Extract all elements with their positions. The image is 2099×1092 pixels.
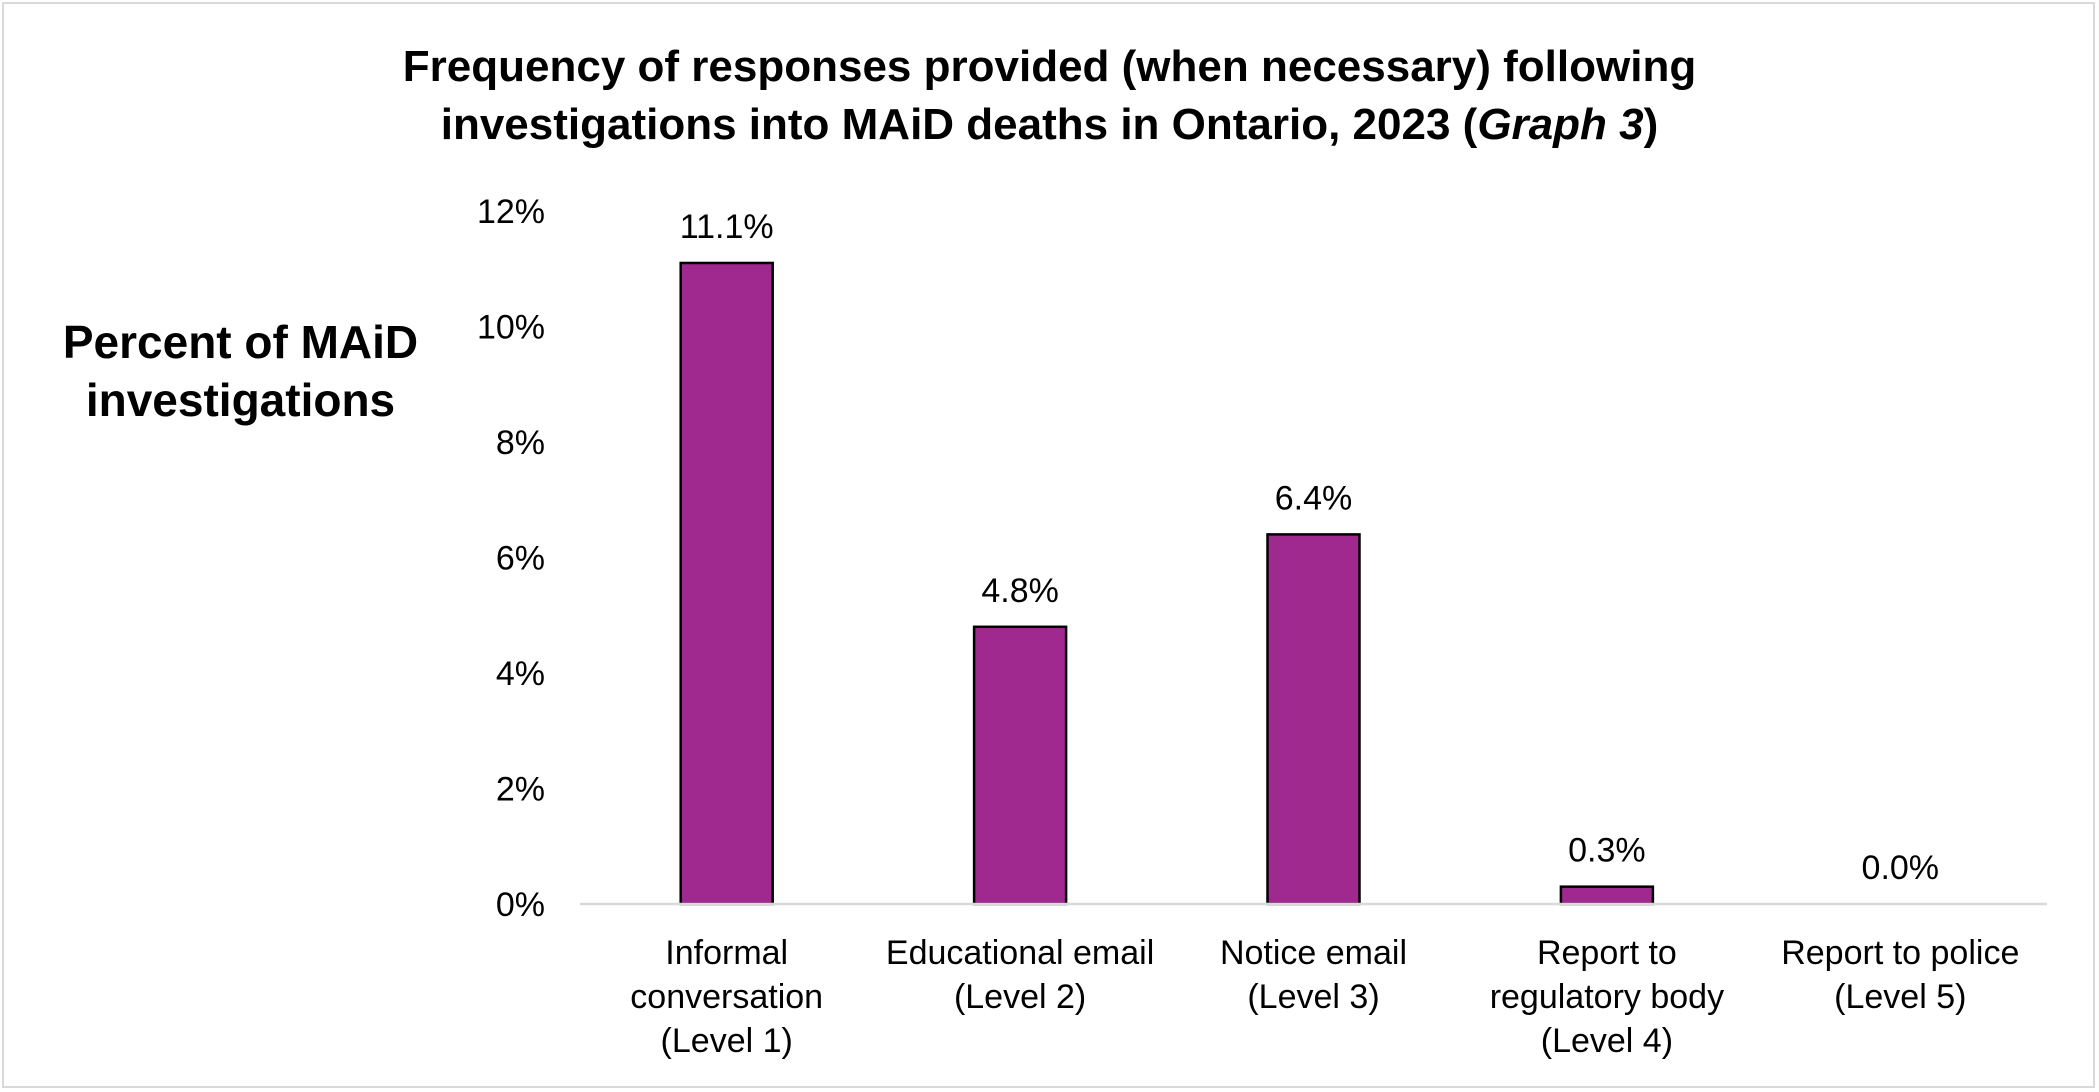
y-tick-label: 4% [496,655,545,693]
chart-title-line-1: Frequency of responses provided (when ne… [402,42,1697,91]
category-label: Report to regulatory body (Level 4) [1490,934,1724,1060]
data-label: 0.0% [1862,849,1940,887]
y-tick-label: 10% [477,309,545,347]
category-label: Notice email (Level 3) [1220,934,1407,1016]
y-tick-label: 8% [496,424,545,462]
bar [1559,885,1655,906]
bar [1266,533,1361,906]
data-label: 0.3% [1568,832,1646,870]
category-label: Educational email (Level 2) [886,934,1154,1016]
data-label: 11.1% [680,208,774,246]
y-tick-label: 6% [496,540,545,578]
bar [679,261,774,906]
data-label: 6.4% [1275,479,1353,517]
y-tick-label: 2% [496,771,545,809]
data-labels: 11.1% 4.8% 6.4% 0.3% 0.0% [680,208,1939,887]
chart-title-graph-number: Graph 3 [1477,100,1644,149]
y-axis-label: Percent of MAiD investigations [18,313,463,429]
category-label: Report to police (Level 5) [1781,934,2019,1016]
data-label: 4.8% [981,572,1059,610]
chart-title-line-2-end: ) [1643,100,1659,149]
bars [679,261,1655,906]
category-labels: Informal conversation (Level 1) Educational… [630,934,2019,1060]
y-axis-label-line-1: Percent of MAiD [62,316,419,368]
category-label: Informal conversation (Level 1) [630,934,823,1060]
y-tick-label: 12% [477,193,545,231]
y-axis-label-line-2: investigations [85,374,396,426]
y-axis-ticks: 0% 2% 4% 6% 8% 10% 12% [477,193,545,924]
chart-title: Frequency of responses provided (when ne… [0,38,2099,154]
bar [972,625,1068,906]
chart-title-line-2: investigations into MAiD deaths in Ontar… [0,96,2099,154]
y-tick-label: 0% [496,886,545,924]
chart-title-line-2-start: investigations into MAiD deaths in Ontar… [440,100,1478,149]
